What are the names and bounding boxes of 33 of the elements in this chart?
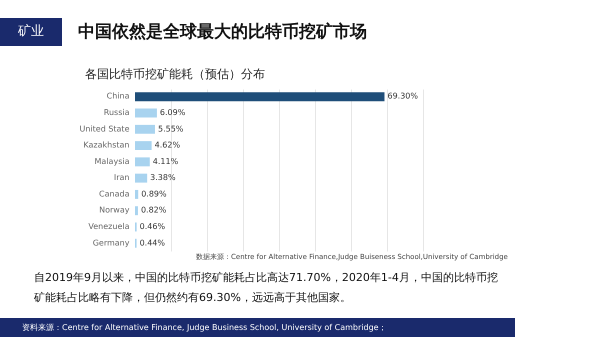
y-tick-label: Iran <box>114 173 130 182</box>
bar <box>135 108 157 118</box>
text: 矿业 <box>0 18 62 46</box>
y-tick-label: Venezuela <box>88 222 130 231</box>
bar <box>135 141 152 150</box>
y-tick-label: Malaysia <box>94 156 130 166</box>
data-label: 5.55% <box>158 124 184 134</box>
bar <box>135 92 384 102</box>
data-label: 69.30% <box>387 92 418 101</box>
text: 自2019年9月以来，中国的比特币挖矿能耗占比高达71.70%，2020年1-4月，中国的比特币挖矿能耗占比略有下降，但仍然约有69.30%，远远高于其他国家。 <box>34 270 499 306</box>
y-tick-label: Canada <box>99 189 130 198</box>
chart-subtitle: 各国比特币挖矿能耗（预估）分布 <box>85 67 265 81</box>
y-tick-label: Norway <box>99 206 130 215</box>
data-label: 3.38% <box>150 173 176 182</box>
data-label: 6.09% <box>160 108 186 118</box>
data-label: 4.11% <box>152 156 179 166</box>
data-label: 0.82% <box>140 206 167 215</box>
bar <box>135 174 148 183</box>
data-label: 4.62% <box>154 140 180 150</box>
data-label: 0.44% <box>140 238 166 248</box>
chart-title: 中国依然是全球最大的比特币挖矿市场 <box>78 21 367 43</box>
bar <box>135 206 138 216</box>
bar <box>135 190 138 199</box>
bar <box>135 124 155 134</box>
data-label: 0.89% <box>141 189 168 198</box>
text: 资料来源：Centre for Alternative Finance, Judge Business School, University of Cambridge； <box>0 318 515 337</box>
y-tick-label: United State <box>79 124 130 134</box>
bar <box>135 157 150 166</box>
y-tick-label: Kazakhstan <box>83 140 130 150</box>
y-tick-label: Germany <box>92 238 130 248</box>
data-label: 0.46% <box>140 222 166 231</box>
y-tick-label: China <box>106 92 130 101</box>
y-tick-label: Russia <box>104 108 130 118</box>
